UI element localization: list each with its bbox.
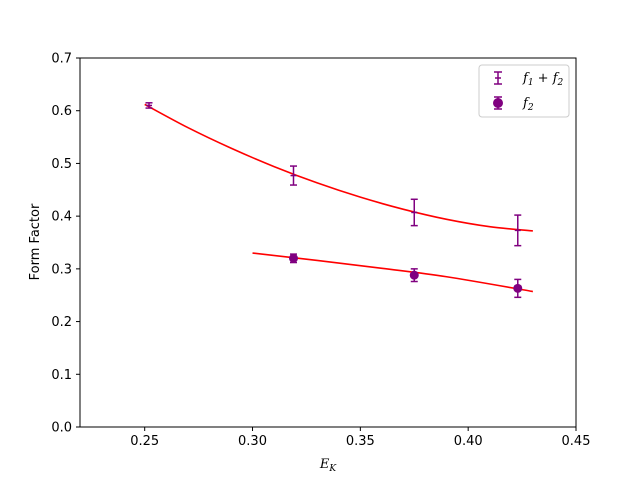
legend: f1 + f2 f2 [478, 64, 570, 118]
x-tick-label-0: 0.25 [130, 434, 159, 449]
y-tick-label-7: 0.7 [51, 52, 72, 67]
y-tick-label-3: 0.3 [51, 262, 72, 277]
x-tick-label-4: 0.45 [562, 434, 591, 449]
y-tick-label-6: 0.6 [51, 104, 72, 119]
axes-frame [79, 57, 577, 428]
x-axis-label: EK [319, 457, 338, 474]
x-axis: 0.25 0.30 0.35 0.40 0.45 [130, 427, 590, 449]
plot-area [144, 102, 534, 299]
legend-entry-f1-plus-f2: f1 + f2 [494, 71, 564, 88]
series-f1-plus-f2 [145, 102, 522, 247]
series-f2 [288, 253, 523, 299]
y-tick-label-1: 0.1 [51, 368, 72, 383]
y-tick-label-2: 0.2 [51, 315, 72, 330]
legend-label-f1-plus-f2: f1 + f2 [522, 71, 564, 88]
fit-line-0 [144, 103, 533, 232]
y-tick-label-4: 0.4 [51, 210, 72, 225]
x-tick-label-1: 0.30 [238, 434, 267, 449]
y-tick-label-0: 0.0 [51, 421, 72, 436]
data-point [513, 283, 523, 293]
data-point [288, 253, 298, 263]
legend-label-f2: f2 [522, 96, 534, 113]
y-tick-label-5: 0.5 [51, 157, 72, 172]
data-point [409, 270, 419, 280]
legend-entry-f2: f2 [493, 96, 534, 113]
y-axis: 0.0 0.1 0.2 0.3 0.4 0.5 0.6 0.7 [51, 52, 80, 436]
x-tick-label-3: 0.40 [454, 434, 483, 449]
y-axis-label: Form Factor [28, 203, 43, 280]
x-tick-label-2: 0.35 [346, 434, 375, 449]
